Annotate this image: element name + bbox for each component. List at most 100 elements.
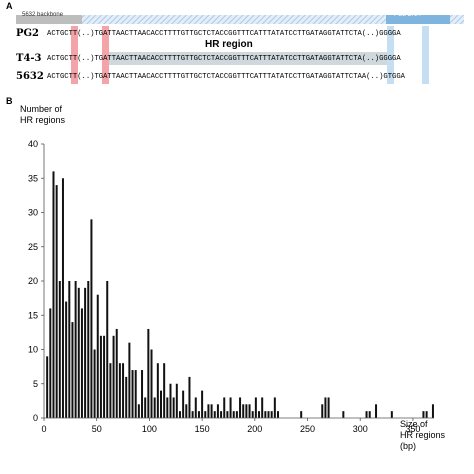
histogram-bar — [368, 411, 371, 418]
red-mark-1 — [71, 26, 78, 84]
histogram-bar — [103, 335, 106, 418]
hr-size-histogram: Number of HR regions Size of HR regions (bp… — [20, 104, 446, 451]
histogram-bar — [220, 411, 223, 418]
histogram-bar — [258, 411, 261, 418]
histogram-bar — [390, 411, 393, 418]
construct-bar — [16, 11, 464, 24]
y-tick-label: 0 — [33, 413, 38, 423]
histogram-bar — [365, 411, 368, 418]
histogram-bar — [232, 411, 235, 418]
histogram-bar — [300, 411, 303, 418]
histogram-bar — [267, 411, 270, 418]
histogram-bar — [422, 411, 425, 418]
x-tick-label: 100 — [142, 424, 157, 434]
histogram-bar — [90, 219, 93, 418]
histogram-bar — [109, 363, 112, 418]
hr-region-box — [104, 52, 390, 65]
y-tick-label: 30 — [28, 208, 38, 218]
histogram-bar — [204, 411, 207, 418]
y-tick-label: 10 — [28, 345, 38, 355]
histogram-bar — [93, 349, 96, 418]
histogram-bar — [248, 404, 251, 418]
histogram-bar — [264, 411, 267, 418]
x-tick-label: 250 — [300, 424, 315, 434]
backbone-label: 5632 backbone — [22, 12, 64, 18]
histogram-bar — [71, 322, 74, 418]
histogram-bar — [431, 404, 434, 418]
y-axis-title: Number of HR regions — [20, 104, 66, 125]
x-tick-label: 200 — [247, 424, 262, 434]
histogram-bar — [188, 376, 191, 418]
x-tick-label: 300 — [353, 424, 368, 434]
backbone-segment — [16, 15, 82, 24]
histogram-bar — [58, 281, 61, 418]
histogram-bar — [49, 308, 52, 418]
histogram-bar — [106, 281, 109, 418]
row-name-pg2: PG2 — [16, 28, 40, 39]
histogram-bar — [229, 397, 232, 418]
histogram-bar — [191, 411, 194, 418]
x-tick-label: 0 — [41, 424, 46, 434]
histogram-bar — [239, 397, 242, 418]
histogram-bar — [65, 301, 68, 418]
histogram-bar — [77, 287, 80, 418]
sequence-5632: ACTGCTT(..)TGATTAACTTAACACCTTTTGTTGCTCTA… — [47, 73, 405, 81]
histogram-bar — [223, 397, 226, 418]
panel-a-label: A — [6, 1, 13, 11]
x-tick-label: 50 — [92, 424, 102, 434]
histogram-bar — [52, 171, 55, 418]
hr-region-label: HR region — [205, 39, 253, 50]
blue-mark-1 — [387, 26, 394, 84]
histogram-bar — [128, 342, 131, 418]
histogram-bar — [327, 397, 330, 418]
histogram-bar — [122, 363, 125, 418]
histogram-bar — [425, 411, 428, 418]
panel-b-label: B — [6, 96, 13, 106]
histogram-bar — [55, 185, 58, 418]
row-name-t4-3: T4-3 — [16, 53, 42, 64]
histogram-bar — [254, 397, 257, 418]
pg2dna-segment — [386, 15, 450, 24]
histogram-bar — [324, 397, 327, 418]
y-tick-label: 5 — [33, 379, 38, 389]
histogram-bar — [277, 411, 279, 418]
histogram-bar — [112, 335, 115, 418]
pg2dna-label: PG2 DNA — [394, 12, 421, 18]
row-name-5632: 5632 — [16, 71, 44, 82]
y-tick-label: 40 — [28, 139, 38, 149]
histogram-bar — [321, 404, 324, 418]
histogram-bar — [226, 411, 229, 418]
histogram-bar — [185, 404, 188, 418]
histogram-bar — [207, 404, 210, 418]
histogram-bar — [87, 281, 90, 418]
x-axis-title: Size of HR regions (bp) — [400, 419, 446, 451]
histogram-bar — [68, 281, 71, 418]
y-tick-label: 20 — [28, 276, 38, 286]
red-mark-2 — [102, 26, 109, 84]
histogram-bar — [216, 404, 219, 418]
histogram-bar — [134, 370, 137, 418]
histogram-bar — [156, 363, 159, 418]
histogram-bar — [342, 411, 345, 418]
histogram-bar — [84, 287, 87, 418]
x-tick-label: 150 — [195, 424, 210, 434]
histogram-bar — [160, 390, 162, 418]
histogram-bar — [118, 363, 121, 418]
histogram-bar — [125, 376, 128, 418]
histogram-bar — [245, 404, 248, 418]
histogram-bar — [153, 397, 156, 418]
histogram-bar — [261, 397, 264, 418]
histogram-bar — [270, 411, 273, 418]
histogram-bar — [150, 349, 153, 418]
histogram-bar — [235, 411, 238, 418]
construct-bar-graphic — [16, 15, 464, 24]
y-tick-label: 25 — [28, 242, 38, 252]
histogram-bar — [99, 335, 102, 418]
histogram-bar — [210, 404, 213, 418]
histogram-bar — [175, 383, 178, 418]
histogram-bar — [201, 390, 204, 418]
histogram-bar — [144, 397, 147, 418]
histogram-bar — [141, 370, 144, 418]
histogram-bar — [61, 178, 64, 418]
histogram-bar — [74, 281, 77, 418]
